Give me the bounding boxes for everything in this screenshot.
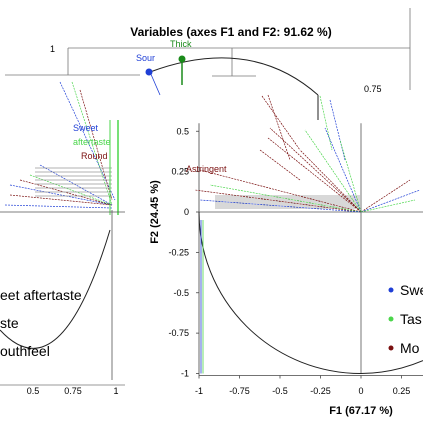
background-label-sweet: Sweet [73,123,99,133]
y-tick-label: -0.75 [168,328,189,338]
background-x-tick-label: 0.5 [27,386,40,396]
background-label-sour: Sour [136,53,155,63]
variable-vector [360,179,411,213]
variable-vector [209,184,362,213]
background-circle-arc [149,57,319,96]
y-tick-label: 0.5 [176,126,189,136]
background-vector [261,95,301,151]
background-vector [267,94,291,161]
correlation-circle [198,211,423,375]
x-tick-label: -0.5 [272,386,288,396]
variable-vector [360,189,421,213]
background-tick-label: 0.75 [364,84,382,94]
y-tick-label: 0 [184,207,189,217]
background-vector [259,149,301,181]
background-legend-entry: eet aftertaste [0,287,82,303]
background-legend-entry: outhfeel [0,343,50,359]
x-axis-label: F1 (67.17 %) [329,405,393,417]
background-legend-entry: ste [0,315,19,331]
legend-label-sweet: Swe [400,282,423,298]
main-plot: 0.5 0.25 0 -0.25 -0.5 -0.75 -1 -1 -0.75 -0.5 -0.25… [149,123,423,417]
variable-vector [194,189,362,213]
background-point-thick [178,55,186,63]
legend-marker-taste [388,316,394,322]
background-x-tick-label: 0.75 [64,386,82,396]
legend-marker-sweet [388,287,394,293]
x-tick-label: -0.75 [229,386,250,396]
background-vector [9,184,113,206]
background-label-aftertaste: aftertaste [73,137,111,147]
variable-vector [339,139,362,213]
variable-label-astringent: Astringent [186,164,227,174]
x-tick-label: 0.25 [393,386,411,396]
variable-vector [360,199,416,213]
background-x-tick-label: 1 [113,386,118,396]
variable-vector [324,127,362,213]
background-vector [329,99,346,161]
variable-vector [199,169,362,213]
legend-marker-mouthfeel [388,345,394,351]
background-vector [4,204,113,209]
background-vector-sour [149,71,161,96]
background-tick-label: 1 [50,44,55,54]
variable-vector [267,137,362,213]
background-label-thick: Thick [170,39,192,49]
y-tick-label: -0.25 [168,247,189,257]
variable-vector [269,127,362,213]
y-axis-label: F2 (24.45 %) [149,180,161,244]
background-vector [319,95,333,151]
chart-title: Variables (axes F1 and F2: 91.62 %) [130,25,331,39]
background-circle-arc [0,229,111,349]
x-tick-label: 0 [358,386,363,396]
legend-label-mouthfeel: Mo [400,340,420,356]
x-tick-label: -0.25 [310,386,331,396]
background-chart-layer: Sour Thick 1 0.75 Sweet aftertaste Round 0.5 0.7… [0,8,411,396]
background-point-sour [145,68,153,76]
background-label-round: Round [81,151,108,161]
background-vector [79,89,113,201]
x-tick-label: -1 [195,386,203,396]
background-vector [29,174,113,206]
legend-label-taste: Tas [400,311,422,327]
y-tick-label: -1 [181,369,189,379]
background-vector [9,194,113,206]
y-tick-label: -0.5 [173,288,189,298]
y-tick-label: 0.25 [171,167,189,177]
background-vector [71,81,113,206]
variable-vector [299,149,362,213]
variable-vector [304,129,362,213]
